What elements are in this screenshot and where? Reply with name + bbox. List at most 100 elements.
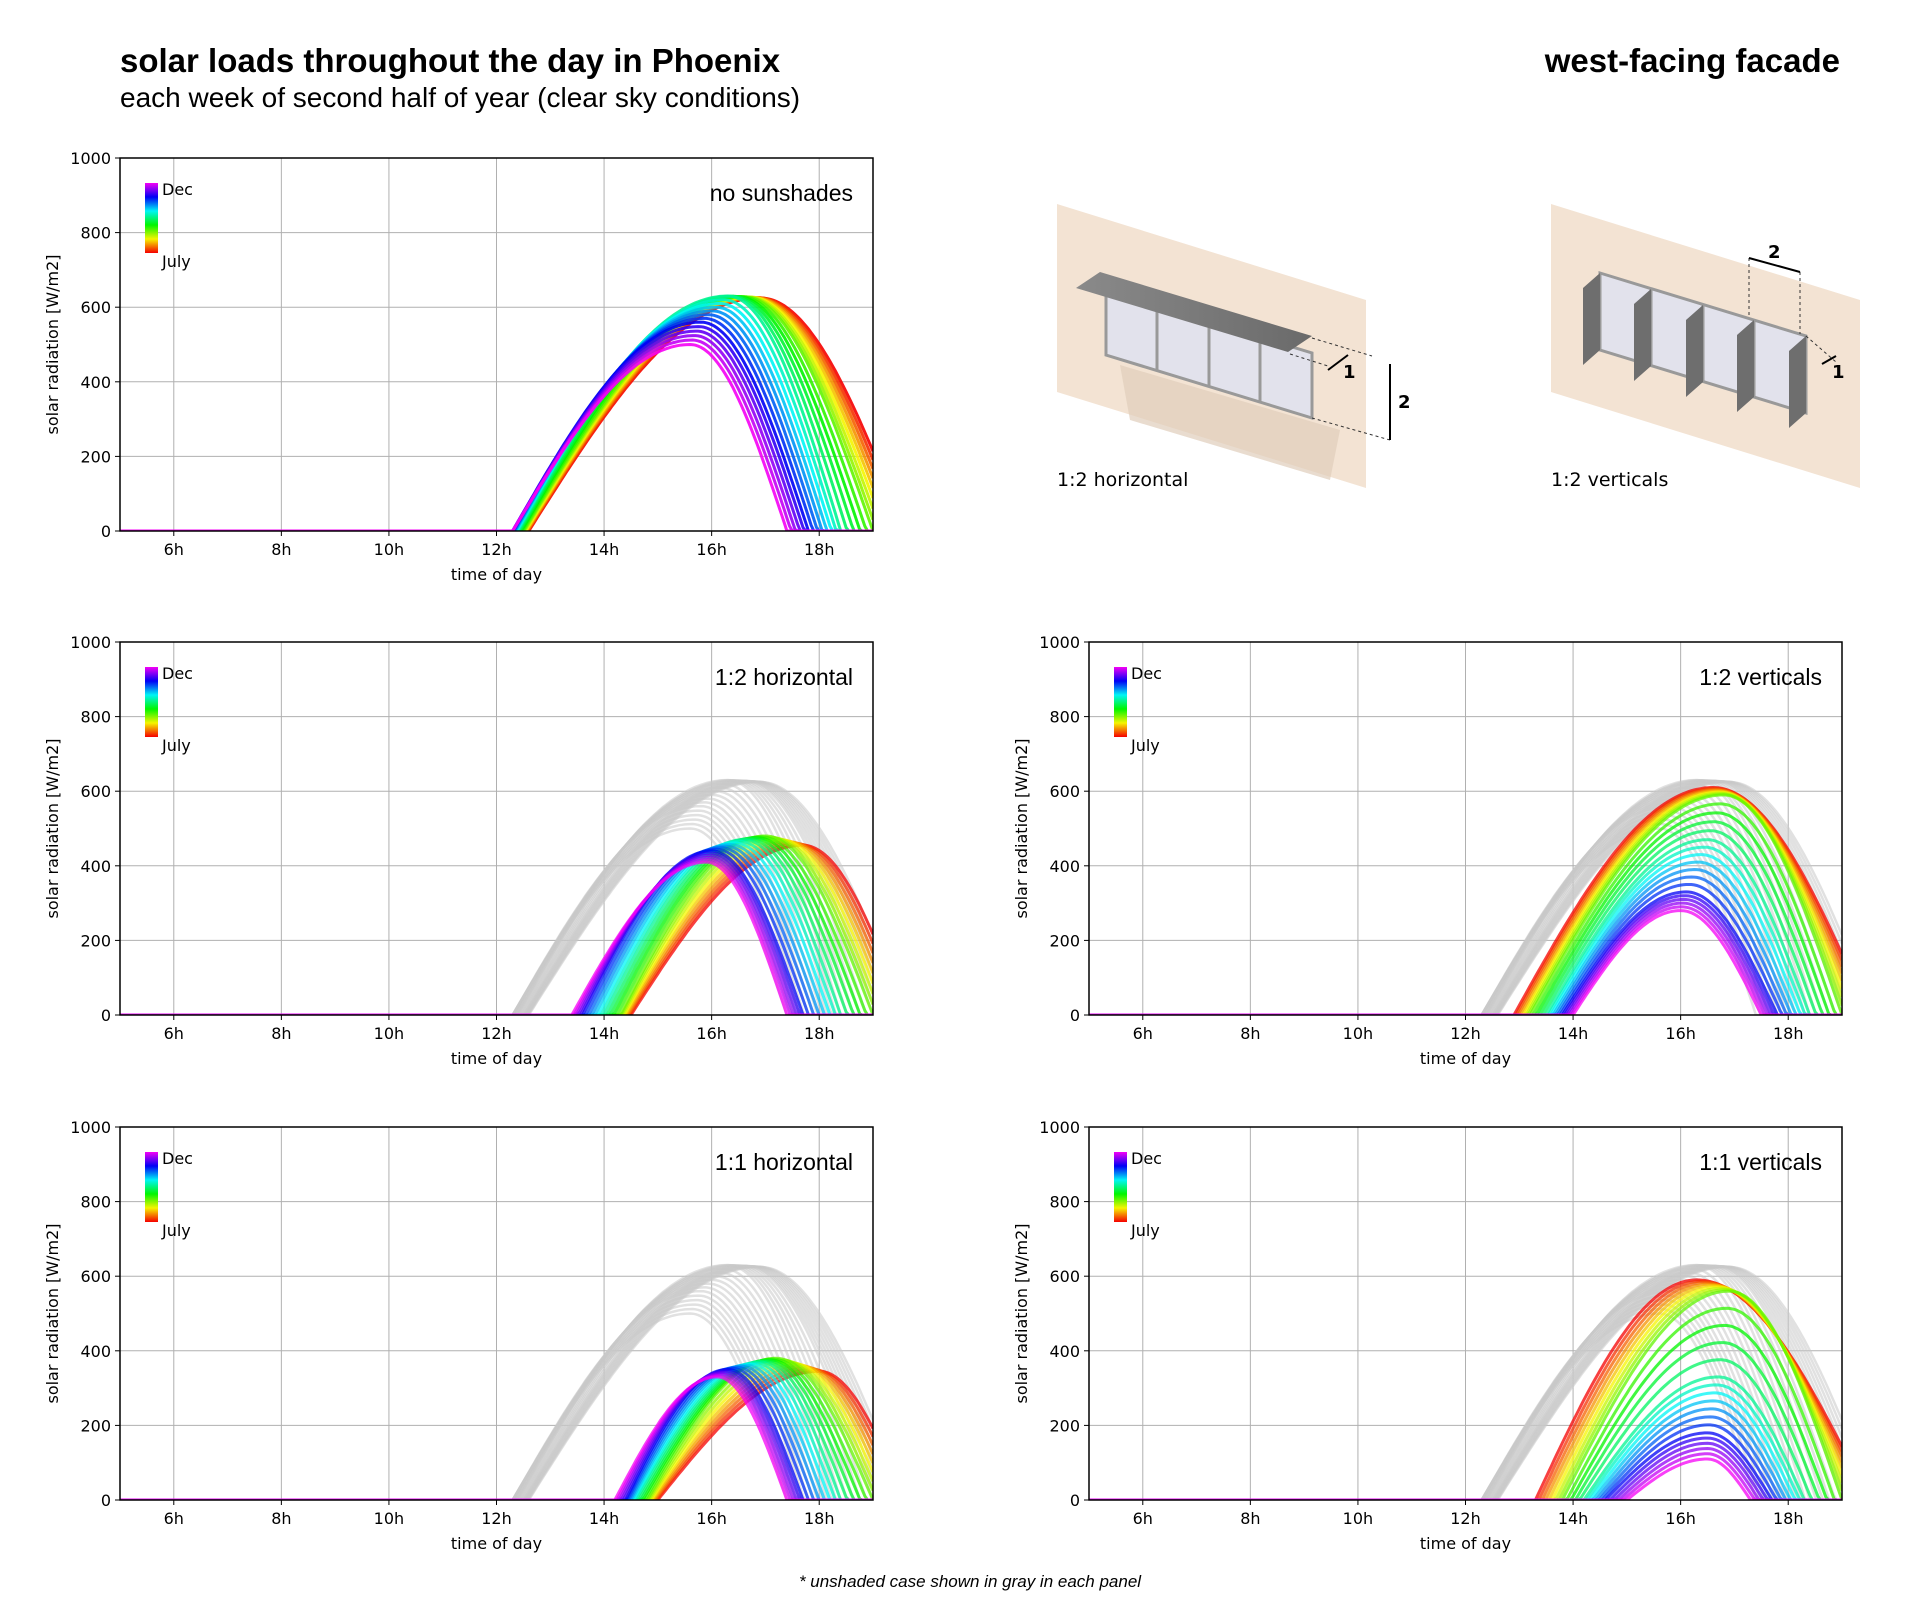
dim-spacing-label: 2 — [1398, 392, 1411, 413]
x-tick-label: 14h — [589, 1509, 620, 1528]
x-tick-label: 14h — [589, 1024, 620, 1043]
week-series-line — [120, 1373, 873, 1500]
x-tick-label: 16h — [696, 1509, 727, 1528]
x-tick-label: 6h — [164, 1509, 184, 1528]
x-tick-label: 16h — [1665, 1024, 1696, 1043]
week-series-line — [120, 1364, 873, 1500]
chart-svg: 6h 8h 10h 12h 14h 16h 18h 0 200 400 600 800 1000 Dec J… — [1012, 1118, 1843, 1553]
week-series-line — [1089, 1399, 1842, 1500]
unshaded-series-line — [1089, 822, 1842, 1015]
chart-panel: 6h 8h 10h 12h 14h 16h 18h 0 200 400 600 800 1000 Dec J… — [1009, 1117, 1862, 1575]
axes-frame — [119, 641, 874, 1016]
series-lines — [120, 294, 873, 531]
week-series-line — [120, 1372, 873, 1500]
week-series-line — [1089, 820, 1842, 1015]
axes-frame — [119, 157, 874, 532]
week-series-line — [1089, 1358, 1842, 1500]
week-series-line — [120, 305, 873, 531]
plot-area: 6h 8h 10h 12h 14h 16h 18h 0 200 400 600 800 1000 Dec J… — [1012, 1118, 1843, 1553]
series-lines — [1089, 1263, 1842, 1500]
unshaded-series-line — [1089, 1278, 1842, 1500]
week-series-line — [1089, 1383, 1842, 1500]
x-tick-label: 6h — [1133, 1024, 1153, 1043]
week-series-line — [1089, 1286, 1842, 1500]
vertical-fins — [1583, 273, 1806, 428]
x-axis-label: time of day — [451, 1534, 542, 1553]
week-series-line — [120, 316, 873, 531]
week-series-line — [120, 846, 873, 1015]
series-lines — [120, 1263, 873, 1500]
week-series-line — [120, 847, 873, 1015]
x-tick-label: 12h — [1450, 1024, 1481, 1043]
unshaded-series-line — [1089, 1274, 1842, 1500]
unshaded-series-line — [120, 1282, 873, 1500]
legend-label-top: Dec — [162, 664, 193, 683]
axes-frame — [119, 1126, 874, 1501]
week-series-line — [1089, 883, 1842, 1015]
x-tick-label: 6h — [164, 540, 184, 559]
axes-frame — [1088, 1126, 1843, 1501]
week-series-line — [120, 849, 873, 1015]
week-series-line — [120, 294, 873, 531]
y-tick-label: 1000 — [70, 149, 111, 168]
week-series-line — [1089, 853, 1842, 1015]
axes-frame — [1088, 641, 1843, 1016]
unshaded-series-line — [1089, 1264, 1842, 1500]
y-tick-label: 1000 — [70, 633, 111, 652]
legend-label-bottom: July — [161, 1221, 191, 1240]
horizontal-overhang-illustration: 1 2 1:2 horizontal — [1057, 204, 1411, 491]
week-series-line — [120, 839, 873, 1015]
facade-title: west-facing facade — [1544, 42, 1840, 79]
legend-label-bottom: July — [161, 252, 191, 271]
chart-svg: 6h 8h 10h 12h 14h 16h 18h 0 200 400 600 800 1000 Dec J… — [43, 149, 874, 584]
week-series-line — [120, 294, 873, 531]
y-axis-label: solar radiation [W/m2] — [1012, 1223, 1031, 1403]
week-series-line — [1089, 802, 1842, 1015]
legend-label-top: Dec — [162, 1149, 193, 1168]
y-tick-label: 800 — [80, 1193, 111, 1212]
week-series-line — [120, 1366, 873, 1500]
x-tick-label: 18h — [804, 1509, 835, 1528]
x-axis-label: time of day — [451, 565, 542, 584]
y-tick-label: 400 — [80, 1342, 111, 1361]
y-tick-label: 800 — [1049, 1193, 1080, 1212]
x-tick-label: 10h — [374, 540, 405, 559]
x-tick-label: 18h — [1773, 1024, 1804, 1043]
y-axis-label: solar radiation [W/m2] — [43, 738, 62, 918]
y-tick-label: 0 — [101, 1006, 111, 1025]
unshaded-series-line — [120, 1263, 873, 1500]
week-series-line — [1089, 1341, 1842, 1500]
x-tick-label: 8h — [271, 1509, 291, 1528]
unshaded-series-line — [120, 778, 873, 1015]
x-tick-label: 6h — [164, 1024, 184, 1043]
week-series-line — [1089, 897, 1842, 1015]
x-tick-label: 12h — [481, 1509, 512, 1528]
y-axis-label: solar radiation [W/m2] — [1012, 738, 1031, 918]
week-series-line — [1089, 1306, 1842, 1500]
chart-panel: 6h 8h 10h 12h 14h 16h 18h 0 200 400 600 800 1000 Dec J… — [40, 148, 893, 606]
week-series-line — [120, 1375, 873, 1500]
week-series-line — [120, 853, 873, 1015]
unshaded-series-line — [120, 782, 873, 1015]
unshaded-series-line — [1089, 827, 1842, 1015]
chart-panel: 6h 8h 10h 12h 14h 16h 18h 0 200 400 600 800 1000 Dec J… — [1009, 632, 1862, 1090]
y-tick-label: 400 — [80, 373, 111, 392]
unshaded-series-line — [120, 1286, 873, 1500]
week-series-line — [1089, 1452, 1842, 1500]
sunshade-illustrations: 1 2 1:2 horizontal 2 1 1:2 verticals — [1057, 204, 1860, 491]
chart-panel: 6h 8h 10h 12h 14h 16h 18h 0 200 400 600 800 1000 Dec J… — [40, 632, 893, 1090]
y-tick-label: 1000 — [70, 1118, 111, 1137]
x-tick-label: 12h — [1450, 1509, 1481, 1528]
x-tick-label: 14h — [1558, 1509, 1589, 1528]
unshaded-series-line — [120, 789, 873, 1015]
legend-label-top: Dec — [1131, 664, 1162, 683]
x-axis-label: time of day — [1420, 1049, 1511, 1068]
y-tick-label: 200 — [1049, 1416, 1080, 1435]
illustration-label: 1:2 verticals — [1551, 469, 1668, 491]
week-series-line — [1089, 894, 1842, 1015]
legend-colorbar — [145, 183, 158, 253]
unshaded-series-line — [1089, 779, 1842, 1015]
unshaded-series-line — [120, 1274, 873, 1500]
x-tick-label: 6h — [1133, 1509, 1153, 1528]
week-series-line — [1089, 793, 1842, 1015]
